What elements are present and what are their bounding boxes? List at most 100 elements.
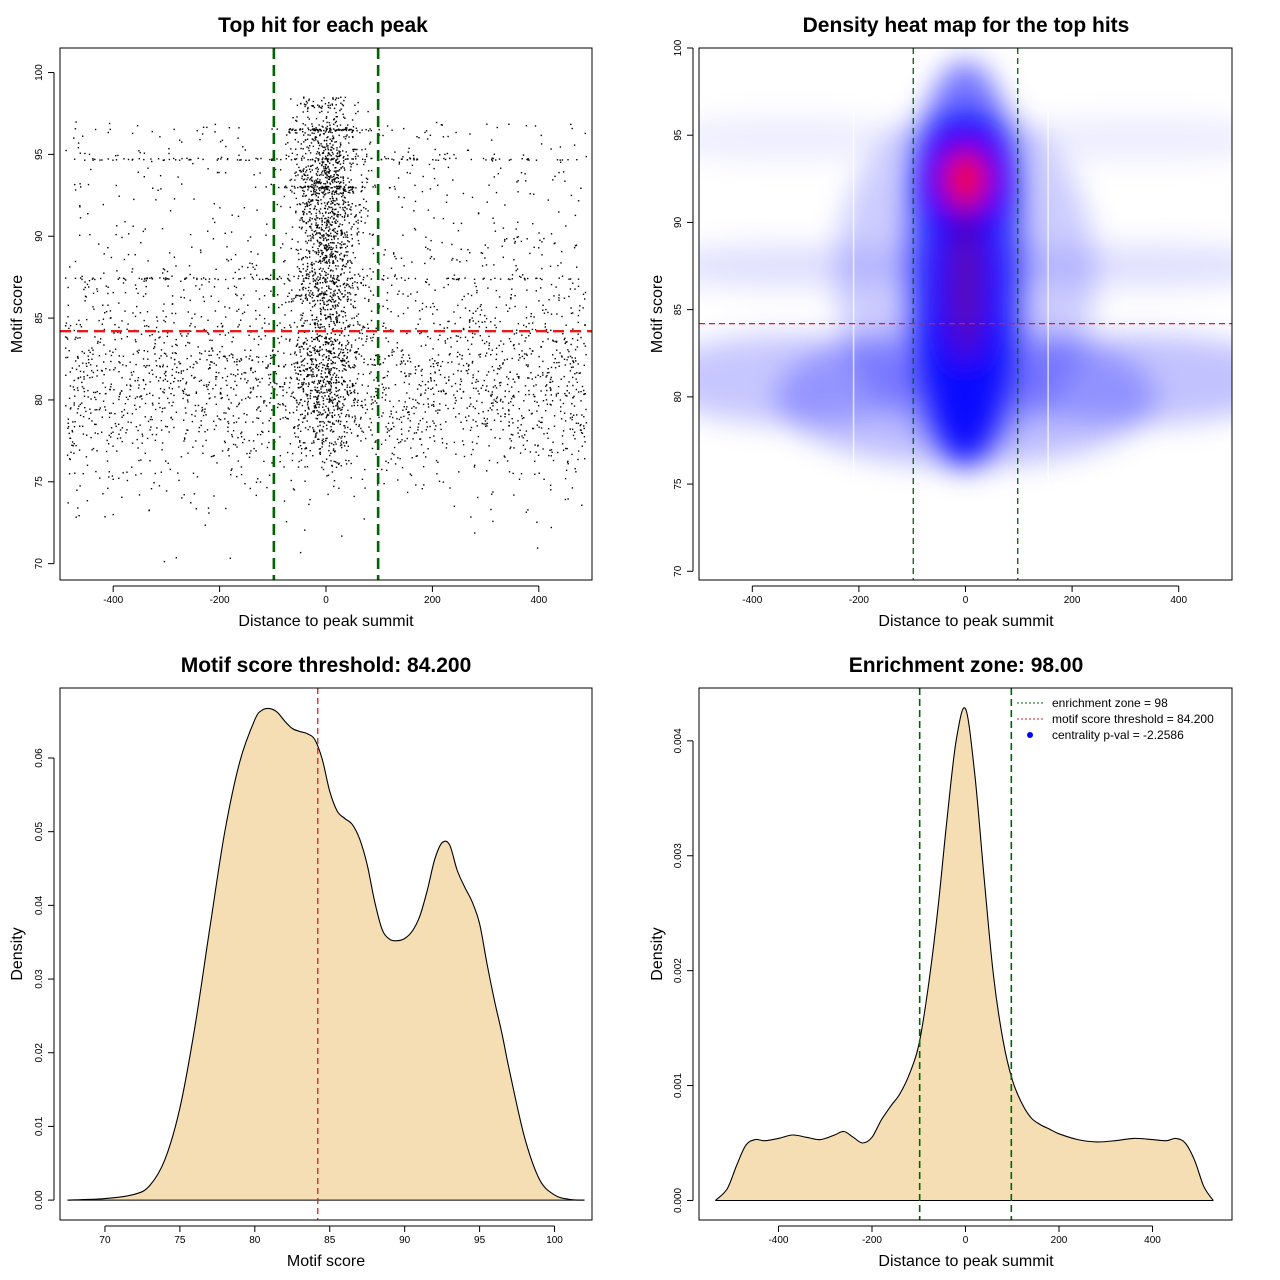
scatter-point: [361, 478, 364, 480]
scatter-point: [259, 481, 262, 483]
scatter-point: [201, 409, 204, 411]
scatter-point: [360, 209, 362, 212]
scatter-point: [243, 294, 245, 296]
scatter-point: [318, 180, 321, 183]
scatter-point: [325, 342, 327, 344]
scatter-point: [228, 307, 231, 309]
scatter-point: [394, 151, 396, 153]
scatter-point: [336, 170, 338, 172]
scatter-point: [145, 366, 147, 368]
scatter-point: [297, 436, 299, 438]
scatter-points: [64, 96, 588, 563]
scatter-point: [122, 282, 125, 284]
scatter-point: [329, 338, 331, 340]
scatter-point: [131, 466, 133, 468]
scatter-point: [389, 415, 391, 418]
scatter-point: [78, 405, 80, 407]
scatter-point: [572, 312, 574, 314]
scatter-point: [521, 350, 523, 352]
scatter-point: [349, 278, 351, 280]
scatter-point: [530, 413, 533, 415]
scatter-point: [311, 389, 313, 392]
scatter-point: [297, 419, 300, 421]
scatter-point: [233, 361, 236, 363]
scatter-point: [391, 284, 393, 286]
scatter-point: [327, 234, 329, 236]
scatter-point: [325, 341, 327, 343]
scatter-point: [466, 149, 469, 151]
scatter-point: [319, 307, 322, 310]
scatter-point: [95, 398, 97, 401]
scatter-point: [326, 293, 328, 296]
scatter-point: [395, 364, 398, 366]
scatter-point: [347, 201, 349, 203]
scatter-point: [413, 432, 416, 434]
scatter-point: [305, 393, 307, 395]
scatter-point: [327, 152, 329, 155]
scatter-point: [585, 408, 587, 411]
scatter-point: [401, 206, 403, 208]
scatter-point: [68, 350, 70, 352]
scatter-point: [87, 183, 90, 186]
scatter-point: [65, 149, 67, 152]
scatter-point: [293, 352, 296, 355]
scatter-point: [351, 317, 353, 320]
scatter-point: [366, 335, 368, 337]
scatter-point: [313, 263, 315, 265]
scatter-point: [345, 369, 347, 371]
scatter-point: [337, 394, 339, 397]
scatter-point: [168, 387, 170, 389]
scatter-point: [572, 414, 575, 416]
scatter-point: [163, 352, 166, 354]
scatter-point: [305, 222, 307, 224]
scatter-point: [305, 100, 308, 103]
scatter-point: [551, 400, 554, 402]
scatter-point: [341, 293, 343, 295]
scatter-point: [426, 426, 429, 428]
scatter-point: [268, 384, 270, 386]
scatter-point: [373, 333, 375, 336]
scatter-point: [333, 174, 335, 176]
scatter-point: [335, 247, 338, 249]
scatter-point: [315, 127, 317, 129]
scatter-point: [236, 358, 238, 361]
scatter-point: [137, 292, 139, 294]
scatter-point: [355, 187, 357, 189]
scatter-point: [137, 447, 139, 449]
scatter-point: [299, 444, 302, 447]
scatter-point: [456, 259, 458, 261]
scatter-point: [370, 429, 372, 431]
scatter-point: [341, 435, 343, 438]
scatter-point: [324, 164, 327, 166]
scatter-point: [269, 417, 272, 420]
scatter-point: [185, 344, 187, 347]
scatter-point: [333, 179, 335, 181]
scatter-point: [345, 362, 348, 364]
scatter-point: [173, 198, 176, 200]
scatter-point: [312, 300, 314, 302]
scatter-point: [343, 202, 345, 204]
scatter-point: [321, 221, 323, 223]
scatter-point: [469, 429, 472, 431]
scatter-point: [539, 277, 542, 280]
scatter-point: [503, 455, 505, 457]
scatter-point: [310, 309, 312, 312]
scatter-point: [488, 184, 490, 186]
scatter-point: [404, 375, 407, 378]
scatter-point: [356, 351, 358, 353]
scatter-point: [509, 278, 511, 281]
scatter-point: [409, 420, 411, 422]
scatter-point: [91, 376, 94, 378]
scatter-point: [398, 161, 401, 163]
scatter-point: [143, 280, 145, 282]
scatter-point: [355, 214, 357, 216]
scatter-point: [583, 364, 585, 366]
scatter-point: [324, 254, 327, 257]
scatter-point: [313, 305, 316, 307]
scatter-point: [387, 157, 389, 160]
scatter-point: [73, 426, 76, 428]
scatter-point: [307, 200, 310, 203]
scatter-point: [291, 129, 293, 131]
scatter-point: [353, 390, 355, 393]
scatter-point: [140, 242, 142, 244]
